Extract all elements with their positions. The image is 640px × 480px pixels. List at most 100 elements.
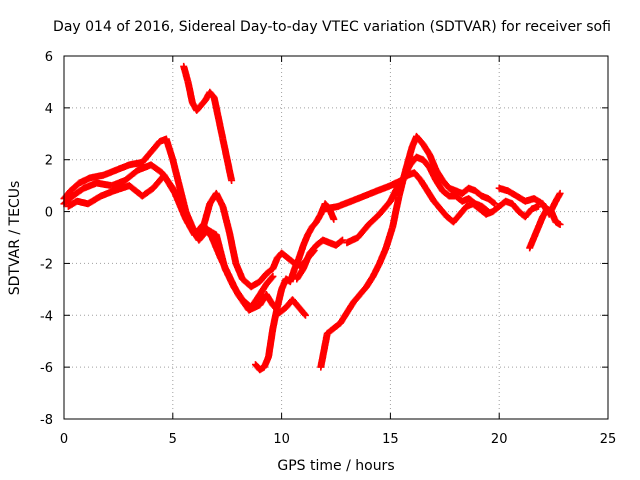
data-point (304, 224, 315, 239)
data-point (219, 202, 233, 235)
data-point (302, 311, 309, 319)
data-point (286, 266, 298, 286)
data-point (208, 234, 224, 261)
data-point (413, 132, 426, 147)
data-point (69, 185, 86, 200)
series-track-6 (293, 236, 346, 283)
x-tick-label: 0 (60, 432, 68, 447)
data-point (347, 193, 367, 205)
x-tick-label: 25 (600, 432, 617, 447)
y-tick-label: 6 (45, 50, 53, 65)
data-point (138, 185, 156, 200)
data-point (93, 179, 114, 189)
series-track-1 (60, 135, 318, 291)
plot-frame (63, 55, 609, 420)
x-tick-label: 20 (491, 432, 508, 447)
data-point (269, 305, 281, 332)
data-point (215, 114, 227, 142)
data-point (99, 167, 119, 179)
data-point (219, 135, 231, 162)
data-point (386, 186, 400, 205)
data-point (225, 272, 241, 297)
data-point (419, 140, 433, 157)
data-point (330, 215, 338, 223)
data-point (365, 211, 382, 228)
data-point (334, 198, 354, 210)
data-markers (60, 62, 564, 374)
data-point (456, 204, 470, 218)
data-point (147, 161, 165, 176)
data-point (308, 219, 319, 231)
data-point (299, 250, 313, 273)
data-point (193, 102, 204, 114)
data-point (234, 291, 252, 313)
chart-title: Day 014 of 2016, Sidereal Day-to-day VTE… (53, 19, 611, 35)
data-point (373, 182, 393, 195)
data-point (110, 182, 132, 195)
data-point (180, 62, 192, 84)
data-point (84, 193, 104, 208)
data-point (97, 187, 117, 200)
x-tick-label: 10 (273, 432, 290, 447)
data-point (439, 177, 452, 191)
data-point (210, 94, 222, 121)
y-axis-label: SDTVAR / TECUs (7, 181, 23, 296)
series-track-10 (495, 184, 564, 218)
data-point (369, 261, 383, 280)
data-point (112, 161, 132, 174)
data-point (382, 225, 396, 252)
data-point (256, 271, 269, 286)
data-point (160, 171, 178, 196)
data-point (521, 206, 535, 221)
data-point (410, 169, 424, 183)
x-tick-label: 5 (169, 432, 177, 447)
data-point (278, 249, 291, 261)
data-point (491, 200, 499, 208)
data-point (147, 139, 163, 156)
x-tick-label: 15 (382, 432, 399, 447)
data-point (489, 203, 502, 216)
data-point (484, 195, 498, 207)
data-point (354, 222, 372, 241)
grid-lines (64, 56, 608, 419)
data-point (262, 274, 276, 288)
data-point (262, 266, 276, 278)
data-point (108, 177, 128, 190)
data-point (289, 296, 302, 310)
y-tick-label: 2 (45, 154, 53, 169)
data-point (80, 180, 99, 192)
data-point (450, 211, 463, 226)
series-track-9 (321, 169, 542, 226)
data-point (232, 259, 246, 282)
data-point (295, 304, 309, 318)
series-track-5 (252, 200, 338, 374)
y-tick-label: -2 (40, 257, 53, 272)
data-point (430, 197, 443, 212)
data-point (376, 198, 393, 218)
data-point (184, 78, 196, 105)
data-point (426, 151, 440, 173)
data-point (349, 292, 363, 306)
data-point (469, 200, 482, 212)
y-tick-label: 4 (45, 102, 53, 117)
data-point (162, 135, 176, 162)
x-axis-label: GPS time / hours (277, 458, 394, 474)
series-track-3 (64, 171, 309, 319)
data-point (228, 177, 236, 184)
data-point (223, 156, 235, 183)
data-point (317, 331, 331, 371)
data-point (265, 326, 277, 361)
series-track-4 (180, 62, 236, 184)
data-point (323, 325, 337, 337)
data-point (138, 149, 154, 166)
data-point (199, 221, 215, 240)
data-point (269, 272, 277, 280)
data-point (356, 284, 369, 298)
data-point (360, 187, 380, 200)
data-point (125, 182, 145, 199)
data-point (171, 189, 189, 222)
data-point (67, 180, 82, 195)
data-point (134, 161, 154, 174)
y-tick-label: -4 (40, 309, 53, 324)
